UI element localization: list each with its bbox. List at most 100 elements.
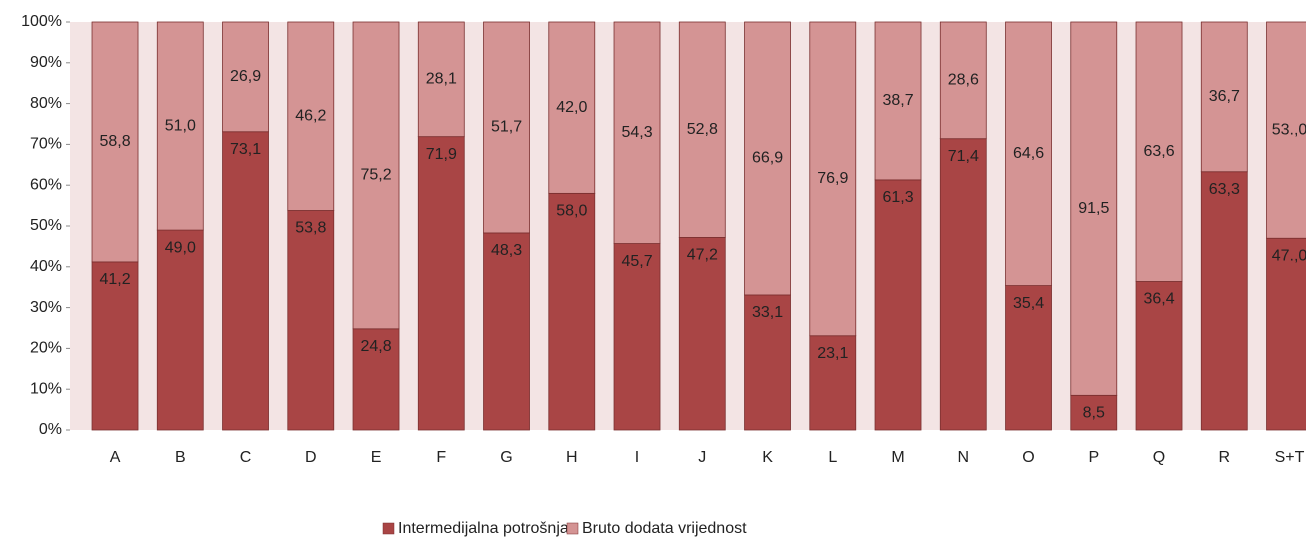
data-label: 51,7 xyxy=(491,119,522,136)
bar-segment xyxy=(809,21,857,337)
legend-label: Bruto dodata vrijednost xyxy=(582,520,747,537)
bar-segment xyxy=(744,21,791,296)
bar-segment xyxy=(1266,237,1306,431)
data-label: 71,9 xyxy=(426,146,457,163)
data-label: 47.,0 xyxy=(1272,247,1306,264)
y-tick-label: 90% xyxy=(30,54,62,71)
bar-segment xyxy=(352,328,400,431)
data-label: 76,9 xyxy=(817,170,848,187)
bar-segment xyxy=(874,179,922,431)
bar-segment xyxy=(613,243,661,431)
data-label: 36,4 xyxy=(1143,291,1174,308)
data-label: 49,0 xyxy=(165,239,196,256)
y-tick-label: 0% xyxy=(39,421,62,438)
data-label: 51,0 xyxy=(165,117,196,134)
x-tick-label: Q xyxy=(1153,449,1165,466)
data-label: 58,8 xyxy=(99,133,130,150)
bar-segment xyxy=(483,232,530,431)
x-tick-label: N xyxy=(957,449,969,466)
data-label: 66,9 xyxy=(752,150,783,167)
data-label: 47,2 xyxy=(687,247,718,264)
bar-segment xyxy=(548,192,596,431)
bar-segment xyxy=(156,229,204,431)
data-label: 75,2 xyxy=(360,167,391,184)
data-label: 61,3 xyxy=(882,189,913,206)
data-label: 41,2 xyxy=(99,271,130,288)
legend-label: Intermedijalna potrošnja xyxy=(398,520,569,537)
x-tick-label: K xyxy=(762,449,773,466)
x-tick-label: I xyxy=(635,449,639,466)
data-label: 33,1 xyxy=(752,304,783,321)
x-tick-label: S+T xyxy=(1275,449,1305,466)
bar-segment xyxy=(939,21,987,140)
data-label: 52,8 xyxy=(687,121,718,138)
y-tick-label: 60% xyxy=(30,176,62,193)
y-tick-label: 40% xyxy=(30,258,62,275)
y-tick-label: 30% xyxy=(30,299,62,316)
data-label: 28,6 xyxy=(948,72,979,89)
data-label: 42,0 xyxy=(556,99,587,116)
data-label: 64,6 xyxy=(1013,145,1044,162)
data-label: 54,3 xyxy=(621,124,652,141)
legend-swatch xyxy=(382,522,395,535)
bar-segment xyxy=(809,335,857,431)
bar-segment xyxy=(613,21,661,244)
bar-segment xyxy=(678,21,726,238)
bar-segment xyxy=(1135,21,1183,282)
bar-segment xyxy=(744,294,791,431)
data-label: 63,3 xyxy=(1209,181,1240,198)
x-tick-label: P xyxy=(1088,449,1099,466)
bar-segment xyxy=(417,21,465,138)
bar-segment xyxy=(1005,21,1052,286)
data-label: 48,3 xyxy=(491,242,522,259)
data-label: 53,8 xyxy=(295,220,326,237)
bar-segment xyxy=(1266,21,1306,239)
y-tick-label: 20% xyxy=(30,340,62,357)
bar-segment xyxy=(91,261,139,431)
bar-segment xyxy=(548,21,596,194)
bar-segment xyxy=(352,21,400,330)
bar-segment xyxy=(222,21,269,133)
bar-segment xyxy=(417,136,465,431)
data-label: 91,5 xyxy=(1078,200,1109,217)
bar-segment xyxy=(1200,21,1248,173)
data-label: 53.,0 xyxy=(1272,121,1306,138)
data-label: 71,4 xyxy=(948,148,979,165)
data-label: 73,1 xyxy=(230,141,261,158)
data-label: 24,8 xyxy=(360,338,391,355)
x-tick-label: G xyxy=(500,449,512,466)
bar-segment xyxy=(287,210,335,431)
bar-segment xyxy=(678,237,726,431)
x-tick-label: J xyxy=(698,449,706,466)
data-label: 46,2 xyxy=(295,107,326,124)
data-label: 35,4 xyxy=(1013,295,1044,312)
bar-segment xyxy=(939,138,987,431)
x-tick-label: F xyxy=(436,449,446,466)
bar-segment xyxy=(483,21,530,234)
y-tick-label: 50% xyxy=(30,217,62,234)
data-label: 38,7 xyxy=(882,92,913,109)
bar-segment xyxy=(1135,281,1183,431)
x-tick-label: O xyxy=(1022,449,1034,466)
data-label: 45,7 xyxy=(621,253,652,270)
y-tick-label: 70% xyxy=(30,136,62,153)
bar-segment xyxy=(287,21,335,211)
data-label: 26,9 xyxy=(230,68,261,85)
x-tick-label: R xyxy=(1218,449,1230,466)
x-tick-label: D xyxy=(305,449,317,466)
y-tick-label: 80% xyxy=(30,95,62,112)
x-tick-label: E xyxy=(371,449,382,466)
y-tick-label: 10% xyxy=(30,380,62,397)
data-label: 8,5 xyxy=(1083,405,1105,422)
bar-segment xyxy=(1005,285,1052,431)
legend-swatch xyxy=(566,522,579,535)
data-label: 58,0 xyxy=(556,203,587,220)
x-tick-label: B xyxy=(175,449,186,466)
bar-segment xyxy=(91,21,139,263)
data-label: 23,1 xyxy=(817,345,848,362)
x-tick-label: H xyxy=(566,449,578,466)
bar-segment xyxy=(1200,171,1248,431)
bar-segment xyxy=(222,131,269,431)
bar-segment xyxy=(156,21,204,231)
